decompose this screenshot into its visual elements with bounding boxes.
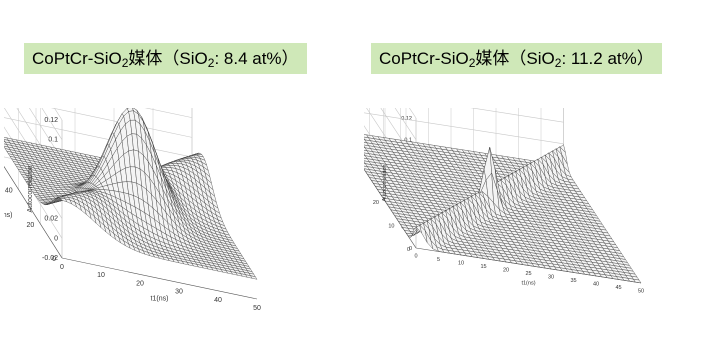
x-axis-label: t1(ns) [521, 281, 535, 287]
z-axis-label: Autocorrelation [382, 165, 388, 202]
y-tick-label: 40 [5, 188, 13, 195]
z-tick-label: 0 [54, 235, 58, 242]
surface-plot-right-svg: 0.120.10.080.060.040.0200510152025303540… [364, 108, 644, 295]
title-left-sub: 2 [121, 56, 129, 70]
panel-title-right: CoPtCr-SiO2媒体（SiO2: 11.2 at%） [371, 43, 662, 74]
title-right-sub: 2 [468, 56, 476, 70]
x-tick-label: 50 [253, 305, 261, 312]
surface-plot-right: 0.120.10.080.060.040.0200510152025303540… [364, 108, 714, 363]
title-left-post: : 8.4 at%） [214, 49, 299, 68]
surface-cell [250, 275, 258, 280]
y-axis-line [364, 168, 417, 249]
grid-line-z [394, 108, 417, 140]
y-tick-label: 0 [52, 256, 56, 263]
x-tick-label: 0 [60, 264, 64, 271]
z-tick-label: 0.02 [44, 216, 58, 223]
x-tick-label: 10 [458, 261, 464, 267]
x-tick-label: 35 [570, 278, 576, 284]
x-axis-label: t1(ns) [151, 296, 169, 303]
surface-mesh [364, 134, 642, 284]
y-axis-line [4, 165, 63, 259]
title-left-pre: CoPtCr-SiO [32, 49, 122, 68]
z-axis-label: Autocorrelation [27, 165, 34, 212]
x-tick-label: 50 [638, 289, 644, 295]
x-tick-label: 45 [615, 285, 621, 291]
grid-line-z [409, 108, 417, 119]
z-tick-label: 0.1 [48, 137, 58, 144]
x-tick-label: 15 [480, 264, 486, 270]
x-axis-line [61, 257, 258, 300]
x-tick-label: 5 [437, 257, 440, 263]
x-tick-label: 30 [548, 275, 554, 281]
x-tick-label: 25 [525, 271, 531, 277]
title-right-post: : 11.2 at%） [561, 49, 654, 68]
y-axis-label: t2(ns) [4, 212, 12, 219]
title-left-mid: 媒体（SiO [128, 49, 208, 68]
title-right-mid: 媒体（SiO [475, 49, 555, 68]
z-tick-label: 0 [409, 246, 412, 252]
y-tick-label: 20 [27, 222, 35, 229]
y-tick-label: 10 [388, 224, 394, 230]
title-left-sub2: 2 [207, 56, 215, 70]
x-tick-label: 20 [136, 280, 144, 287]
z-tick-label: 0.12 [44, 117, 58, 124]
x-tick-label: 20 [503, 268, 509, 274]
x-axis-line [415, 247, 642, 284]
z-tick-label: 0.12 [401, 116, 412, 122]
title-right-sub2: 2 [554, 56, 562, 70]
x-tick-label: 0 [414, 254, 417, 260]
y-tick-label: 0 [407, 247, 410, 253]
y-tick-label: 20 [373, 200, 379, 206]
x-tick-label: 30 [175, 289, 183, 296]
grid-line-z [54, 108, 63, 121]
grid-line-z [380, 108, 417, 162]
panel-title-left: CoPtCr-SiO2媒体（SiO2: 8.4 at%） [24, 43, 307, 74]
z-tick-label: -0.02 [42, 255, 58, 262]
z-tick-label: 0.1 [404, 138, 412, 144]
x-tick-label: 40 [593, 282, 599, 288]
surface-plot-left: 0.120.10.080.060.040.020-0.0201020304050… [4, 108, 354, 363]
title-right-pre: CoPtCr-SiO [379, 49, 469, 68]
x-tick-label: 40 [214, 297, 222, 304]
surface-mesh [4, 108, 258, 280]
surface-plot-left-svg: 0.120.10.080.060.040.020-0.0201020304050… [4, 108, 261, 312]
x-tick-label: 10 [97, 272, 105, 279]
